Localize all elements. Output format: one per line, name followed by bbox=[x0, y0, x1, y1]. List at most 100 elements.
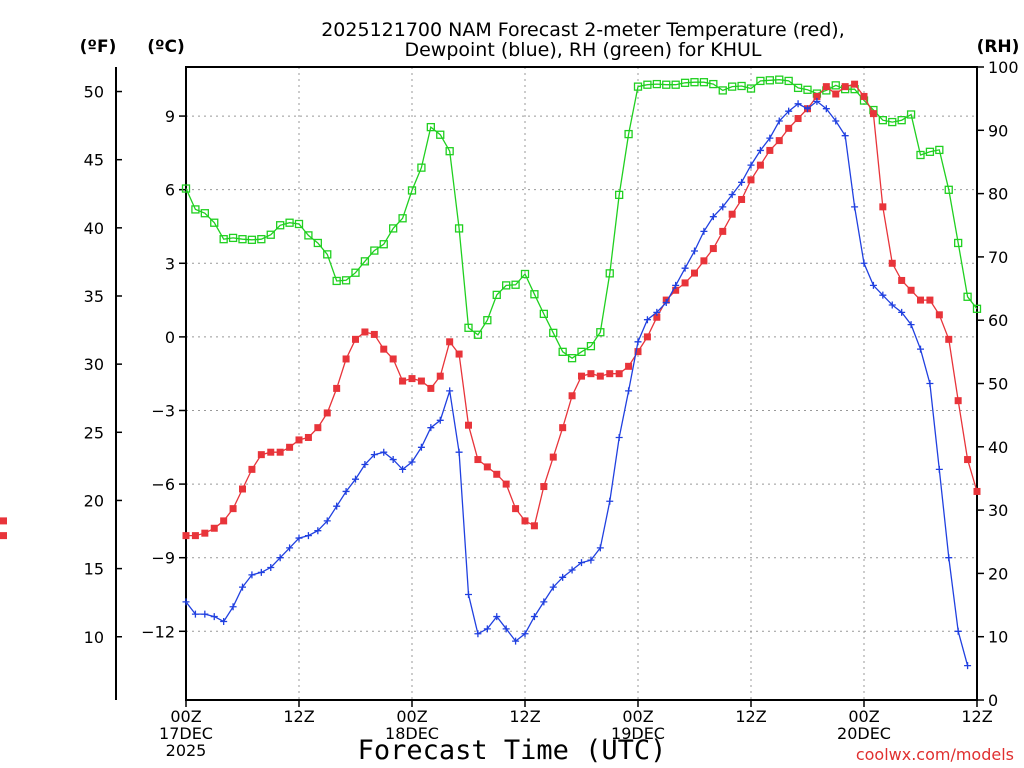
temperature-point bbox=[399, 377, 407, 385]
dewpoint-point bbox=[380, 448, 388, 456]
temperature-point bbox=[304, 433, 312, 441]
tick-labels: −12−9−6−30369101520253035404550010203040… bbox=[84, 58, 1019, 760]
dewpoint-point bbox=[738, 178, 746, 186]
dewpoint-point bbox=[248, 571, 256, 579]
temperature-point bbox=[700, 257, 708, 265]
rh-point bbox=[351, 268, 360, 277]
dewpoint-point bbox=[822, 105, 830, 113]
temperature-point bbox=[191, 532, 199, 540]
temperature-point bbox=[229, 505, 237, 513]
rh-point bbox=[596, 328, 605, 337]
rh-point bbox=[511, 280, 520, 289]
temperature-point bbox=[691, 269, 698, 277]
x-tick-label: 12Z bbox=[961, 707, 992, 726]
dewpoint-point bbox=[615, 433, 623, 441]
rh-point bbox=[436, 130, 445, 139]
rh-point bbox=[417, 163, 426, 172]
rh-point bbox=[954, 238, 963, 248]
rh-tick-label: 30 bbox=[988, 501, 1008, 520]
rh-point bbox=[464, 323, 473, 332]
rh-point bbox=[784, 76, 793, 86]
temperature-point bbox=[615, 370, 623, 378]
temperature-point bbox=[559, 424, 567, 432]
rh-tick-label: 90 bbox=[988, 121, 1008, 140]
dewpoint-point bbox=[766, 134, 774, 142]
temperature-point bbox=[672, 286, 680, 294]
temperature-point bbox=[465, 421, 472, 429]
chart-title-line-1: 2025121700 NAM Forecast 2-meter Temperat… bbox=[321, 19, 845, 41]
temperature-point bbox=[0, 517, 7, 525]
rh-point bbox=[652, 79, 661, 89]
dewpoint-point bbox=[888, 301, 896, 309]
dewpoint-point bbox=[493, 613, 501, 621]
temperature-point bbox=[832, 90, 840, 98]
rh-point bbox=[878, 116, 887, 125]
credit-link[interactable]: coolwx.com/models bbox=[856, 745, 1014, 764]
temperature-point bbox=[625, 362, 633, 370]
x-tick-label: 00Z bbox=[396, 707, 427, 726]
temperature-point bbox=[0, 532, 7, 540]
temperature-point bbox=[775, 137, 783, 145]
temperature-point bbox=[945, 335, 953, 343]
celsius-tick-label: 0 bbox=[165, 328, 175, 347]
temperature-point bbox=[888, 259, 896, 267]
rh-point bbox=[219, 235, 228, 244]
rh-tick-label: 80 bbox=[988, 185, 1008, 204]
celsius-tick-label: −3 bbox=[151, 401, 175, 420]
rh-point bbox=[360, 257, 370, 266]
dewpoint-point bbox=[869, 281, 877, 289]
rh-point bbox=[643, 80, 652, 89]
rh-point bbox=[633, 82, 643, 91]
dewpoint-point bbox=[446, 387, 454, 395]
x-tick-label: 20DEC bbox=[837, 724, 891, 743]
chart-axes bbox=[115, 66, 984, 707]
rh-point bbox=[492, 290, 501, 300]
temperature-point bbox=[239, 485, 246, 493]
rh-point bbox=[341, 276, 351, 285]
rh-point bbox=[586, 342, 596, 351]
dewpoint-point bbox=[596, 544, 604, 552]
dewpoint-point bbox=[370, 451, 378, 459]
temperature-point bbox=[295, 436, 303, 444]
temperature-point bbox=[455, 350, 463, 358]
dewpoint-point bbox=[342, 487, 350, 495]
dewpoint-point bbox=[352, 475, 359, 483]
temperature-point bbox=[483, 463, 491, 471]
rh-point bbox=[803, 85, 812, 94]
rh-point bbox=[454, 224, 464, 233]
rh-tick-label: 50 bbox=[988, 375, 1008, 394]
rh-point bbox=[539, 309, 548, 319]
dewpoint-point bbox=[898, 308, 906, 316]
temperature-point bbox=[248, 465, 256, 473]
x-tick-label: 12Z bbox=[509, 707, 540, 726]
fahrenheit-tick-label: 15 bbox=[84, 560, 104, 579]
temperature-point bbox=[869, 110, 877, 118]
dewpoint-point bbox=[389, 456, 397, 464]
dewpoint-point bbox=[257, 568, 265, 576]
temperature-point bbox=[766, 146, 774, 154]
rh-point bbox=[379, 240, 388, 249]
dewpoint-point bbox=[747, 161, 755, 169]
dewpoint-point bbox=[643, 316, 651, 324]
temperature-point bbox=[314, 424, 322, 432]
rh-point bbox=[662, 80, 671, 89]
2-meter-temperature-series bbox=[0, 80, 981, 540]
dewpoint-point bbox=[220, 617, 228, 625]
rh-tick-label: 100 bbox=[988, 58, 1019, 77]
dewpoint-point bbox=[229, 603, 237, 611]
dewpoint-point bbox=[530, 613, 538, 621]
temperature-point bbox=[493, 470, 501, 478]
temperature-point bbox=[681, 279, 689, 287]
temperature-point bbox=[361, 328, 369, 336]
temperature-point bbox=[785, 124, 793, 132]
dewpoint-point bbox=[587, 556, 595, 564]
x-tick-label: 12Z bbox=[283, 707, 314, 726]
2-meter-temperature-line bbox=[186, 83, 978, 537]
rh-point bbox=[963, 292, 972, 301]
rh-point bbox=[304, 231, 313, 240]
rh-point bbox=[398, 214, 407, 223]
dewpoint-point bbox=[709, 213, 717, 221]
temperature-point bbox=[267, 448, 275, 456]
rh-point bbox=[746, 84, 756, 93]
rh-point bbox=[831, 81, 840, 90]
